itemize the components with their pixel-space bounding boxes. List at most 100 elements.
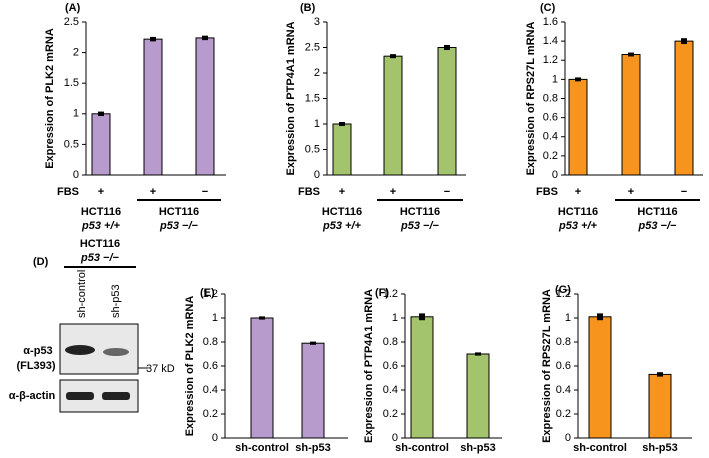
group-line-name: HCT116: [159, 206, 199, 218]
panel-label: (D): [33, 256, 49, 268]
group-line-name: HCT116: [558, 206, 598, 218]
error-bar: [419, 313, 425, 321]
error-bar: [657, 372, 663, 377]
bar: [332, 123, 352, 176]
y-tick-label: 0.6: [543, 112, 558, 124]
y-tick-label: 1.4: [543, 35, 558, 47]
y-axis-title: Expression of PTP4A1 mRNA: [363, 289, 375, 443]
antibody: α-p53: [23, 345, 52, 357]
y-axis-title: Expression of PLK2 mRNA: [184, 296, 196, 437]
bar: [588, 316, 612, 439]
y-tick-label: 0.2: [556, 408, 571, 420]
panel-label: (F): [375, 287, 389, 299]
x-tick-label: sh-control: [235, 442, 289, 454]
y-tick-label: 0.2: [203, 408, 218, 420]
x-tick-label: +: [98, 186, 104, 198]
bar: [410, 316, 434, 439]
bar: [383, 55, 403, 176]
y-tick-label: 1.5: [64, 77, 79, 89]
x-tick-label: sh-control: [395, 442, 449, 454]
error-bar: [628, 52, 634, 57]
y-tick-label: 0.4: [543, 131, 558, 143]
x-tick-label: sh-p53: [295, 442, 330, 454]
y-tick-label: 1: [552, 73, 558, 85]
error-bar: [310, 341, 316, 345]
error-bar: [259, 316, 265, 320]
y-tick-label: 1.2: [383, 288, 398, 300]
y-tick-label: 0: [565, 432, 571, 444]
bar: [674, 40, 694, 176]
bar: [466, 353, 490, 439]
bar: [143, 38, 163, 176]
group-genotype: p53 +/+: [322, 220, 361, 232]
y-tick-label: 0.8: [556, 336, 571, 348]
x-axis-title: FBS: [298, 186, 320, 198]
y-axis-title: Expression of PLK2 mRNA: [44, 28, 56, 169]
blot-panel: (D) HCT116 p53 −/− sh-control sh-p53 α-p…: [9, 238, 175, 413]
y-tick-label: 2.5: [305, 41, 320, 53]
error-bar: [597, 313, 603, 321]
y-tick-label: 0.2: [543, 150, 558, 162]
y-tick-label: 0: [73, 169, 79, 181]
lane-label: sh-p53: [110, 284, 122, 318]
y-tick-label: 1.2: [203, 288, 218, 300]
clone: (FL393): [16, 360, 55, 372]
error-bar: [681, 38, 687, 45]
y-tick-label: 3: [314, 16, 320, 28]
bar: [301, 342, 325, 439]
band: [102, 392, 130, 400]
group-line-name: HCT116: [322, 206, 362, 218]
y-tick-label: 0.6: [556, 360, 571, 372]
y-tick-label: 0.4: [383, 384, 398, 396]
y-tick-label: 0: [392, 432, 398, 444]
lane-label: sh-control: [76, 270, 88, 318]
cell-line: HCT116: [80, 238, 120, 250]
panel-label: (E): [200, 287, 215, 299]
x-tick-label: −: [681, 186, 687, 198]
error-bar: [390, 54, 396, 59]
bar: [621, 54, 641, 176]
bar: [648, 373, 672, 439]
y-tick-label: 0.8: [383, 336, 398, 348]
x-tick-label: +: [339, 186, 345, 198]
band: [65, 345, 95, 355]
error-bar: [98, 111, 104, 117]
x-tick-label: sh-p53: [460, 442, 495, 454]
y-tick-label: 2: [314, 67, 320, 79]
x-tick-label: sh-p53: [642, 442, 677, 454]
error-bar: [339, 121, 345, 127]
group-genotype: p53 −/−: [400, 220, 439, 232]
x-tick-label: −: [444, 186, 450, 198]
group-genotype: p53 −/−: [159, 220, 198, 232]
bar: [195, 37, 215, 176]
band: [103, 348, 129, 356]
marker: 37 kD: [146, 363, 175, 375]
y-axis-title: Expression of RPS27L mRNA: [541, 289, 553, 443]
group-genotype: p53 +/+: [558, 220, 597, 232]
error-bar: [444, 44, 450, 51]
panel-label: (G): [555, 284, 571, 296]
x-tick-label: −: [202, 186, 208, 198]
y-tick-label: 2: [73, 47, 79, 59]
group-genotype: p53 −/−: [638, 220, 677, 232]
y-tick-label: 1: [392, 312, 398, 324]
y-tick-label: 0.5: [305, 143, 320, 155]
error-bar: [575, 77, 581, 82]
y-tick-label: 0.4: [556, 384, 571, 396]
bar: [250, 317, 274, 439]
x-tick-label: +: [390, 186, 396, 198]
y-tick-label: 0.6: [383, 360, 398, 372]
y-axis-title: Expression of PTP4A1 mRNA: [285, 21, 297, 175]
x-tick-label: +: [628, 186, 634, 198]
x-axis-title: FBS: [536, 186, 558, 198]
y-tick-label: 0.6: [203, 360, 218, 372]
group-genotype: p53 +/+: [81, 220, 120, 232]
x-axis-title: FBS: [57, 186, 79, 198]
y-tick-label: 0.8: [543, 92, 558, 104]
y-tick-label: 0.5: [64, 138, 79, 150]
panel-label: (C): [540, 2, 556, 14]
y-tick-label: 0: [314, 169, 320, 181]
y-tick-label: 0.4: [203, 384, 218, 396]
y-tick-label: 0.8: [203, 336, 218, 348]
